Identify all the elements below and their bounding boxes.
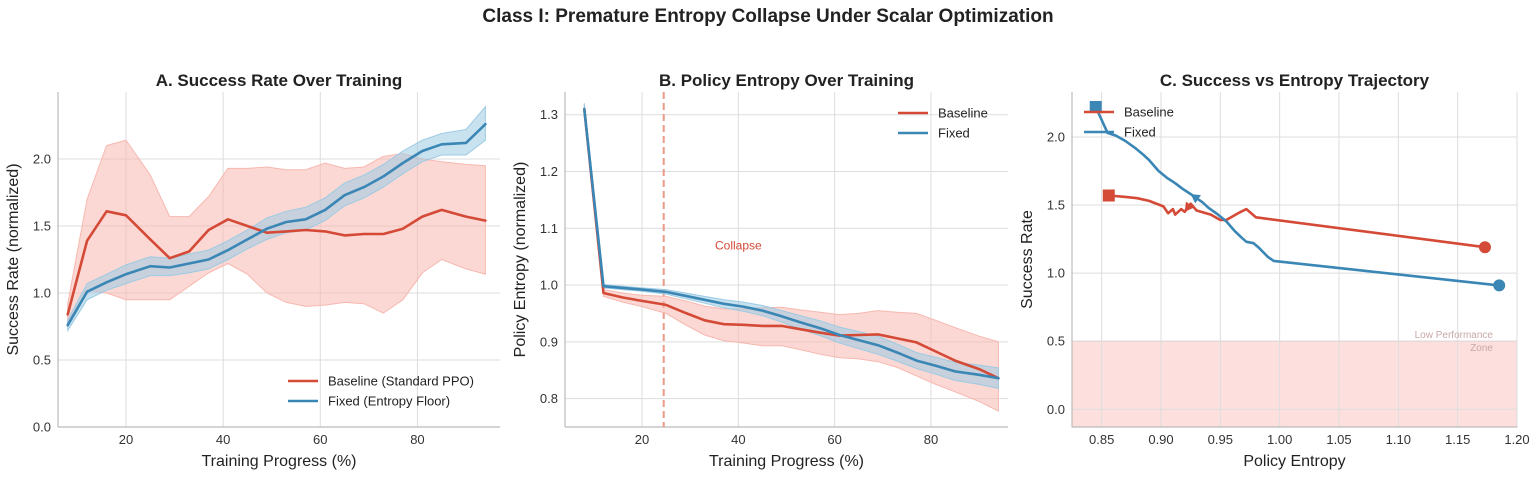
panel-c-arrow-baseline <box>1184 201 1195 212</box>
panel-c-ytick-label: 1.0 <box>1047 266 1065 281</box>
panel-a-line-baseline <box>66 208 487 316</box>
panel-b-legend-label-fixed: Fixed <box>938 126 970 141</box>
panel-a-xtick-label: 40 <box>216 432 230 447</box>
panel-b-band-fixed <box>583 103 999 390</box>
panel-b-ytick-label: 1.1 <box>540 221 558 236</box>
panel-c-start-marker-baseline <box>1478 241 1491 254</box>
panel-a-xtick-label: 80 <box>410 432 424 447</box>
panel-a-xtick-label: 60 <box>313 432 327 447</box>
panel-b: 20 40 60 80 0.8 0.9 1.0 1.1 1.2 1.3 B. Policy Entr… <box>512 71 1008 470</box>
panel-a-band-fixed <box>67 105 486 333</box>
panel-c-xtick-label: 0.85 <box>1089 432 1114 447</box>
panel-b-xtick-label: 80 <box>924 432 938 447</box>
panel-c-title: C. Success vs Entropy Trajectory <box>1160 71 1430 90</box>
panel-c-end-marker-fixed <box>1089 100 1102 113</box>
panel-b-legend-label-baseline: Baseline <box>938 106 988 121</box>
panel-c-xlabel: Policy Entropy <box>1243 453 1345 470</box>
panel-b-xtick-label: 40 <box>731 432 745 447</box>
panel-c-xtick-label: 1.15 <box>1445 432 1470 447</box>
panel-a-ytick-label: 1.5 <box>33 219 51 234</box>
panel-c-xtick-label: 1.05 <box>1326 432 1351 447</box>
panel-c-ytick-label: 1.5 <box>1047 198 1065 213</box>
panel-c-legend-label-baseline: Baseline <box>1124 105 1174 120</box>
panel-b-xlabel: Training Progress (%) <box>709 453 864 470</box>
panel-c-start-marker-fixed <box>1493 279 1506 292</box>
panel-c-legend-label-fixed: Fixed <box>1124 125 1156 140</box>
panel-c-xtick-label: 1.20 <box>1504 432 1529 447</box>
panel-c-ytick-label: 2.0 <box>1047 129 1065 144</box>
panel-c-end-marker-baseline <box>1102 189 1115 202</box>
panel-c: 0.85 0.90 0.95 1.00 1.05 1.10 1.15 1.20 0.0 0.5 1.… <box>1019 71 1530 470</box>
panel-c-zone-label: Zone <box>1470 343 1493 354</box>
panel-b-ytick-label: 1.2 <box>540 164 558 179</box>
panel-b-ytick-label: 0.9 <box>540 334 558 349</box>
panel-c-zone-label: Low Performance <box>1415 330 1494 341</box>
panel-b-ylabel: Policy Entropy (normalized) <box>512 162 529 358</box>
panel-a-xtick-label: 20 <box>119 432 133 447</box>
panel-b-xtick-label: 60 <box>827 432 841 447</box>
panel-b-xtick-label: 20 <box>635 432 649 447</box>
panel-b-line-fixed <box>583 107 1000 380</box>
panel-c-xtick-label: 1.10 <box>1386 432 1411 447</box>
panel-c-xtick-label: 0.90 <box>1148 432 1173 447</box>
panel-c-line-fixed <box>1094 105 1501 287</box>
panel-a-title: A. Success Rate Over Training <box>156 71 403 90</box>
panel-a-legend-label-baseline: Baseline (Standard PPO) <box>328 374 474 389</box>
panel-c-xtick-label: 0.95 <box>1208 432 1233 447</box>
panel-c-ytick-label: 0.5 <box>1047 334 1065 349</box>
panel-a-legend-label-fixed: Fixed (Entropy Floor) <box>328 394 450 409</box>
panel-a-ytick-label: 0.0 <box>33 420 51 435</box>
panel-c-arrow-fixed <box>1190 194 1201 204</box>
panel-a-ytick-label: 2.0 <box>33 152 51 167</box>
panel-c-ylabel: Success Rate <box>1019 210 1036 309</box>
panel-b-collapse-label: Collapse <box>715 238 762 252</box>
panel-c-xtick-label: 1.00 <box>1267 432 1292 447</box>
panel-c-low-performance-zone <box>1071 340 1518 428</box>
panel-a-ylabel: Success Rate (normalized) <box>5 163 22 355</box>
panel-b-title: B. Policy Entropy Over Training <box>659 71 914 90</box>
panel-a-ytick-label: 1.0 <box>33 286 51 301</box>
panel-a-line-fixed <box>66 122 487 327</box>
panel-b-line-baseline <box>583 107 1000 380</box>
panel-a-xlabel: Training Progress (%) <box>201 453 356 470</box>
panel-b-ytick-label: 1.3 <box>540 107 558 122</box>
panel-a: 20 40 60 80 0.0 0.5 1.0 1.5 2.0 A. Success Rate O… <box>5 71 500 470</box>
panel-c-ytick-label: 0.0 <box>1047 402 1065 417</box>
panel-b-ytick-label: 1.0 <box>540 278 558 293</box>
panel-b-ytick-label: 0.8 <box>540 391 558 406</box>
figure-title: Class I: Premature Entropy Collapse Unde… <box>482 6 1054 27</box>
panel-c-line-baseline <box>1107 194 1487 249</box>
panel-a-ytick-label: 0.5 <box>33 353 51 368</box>
